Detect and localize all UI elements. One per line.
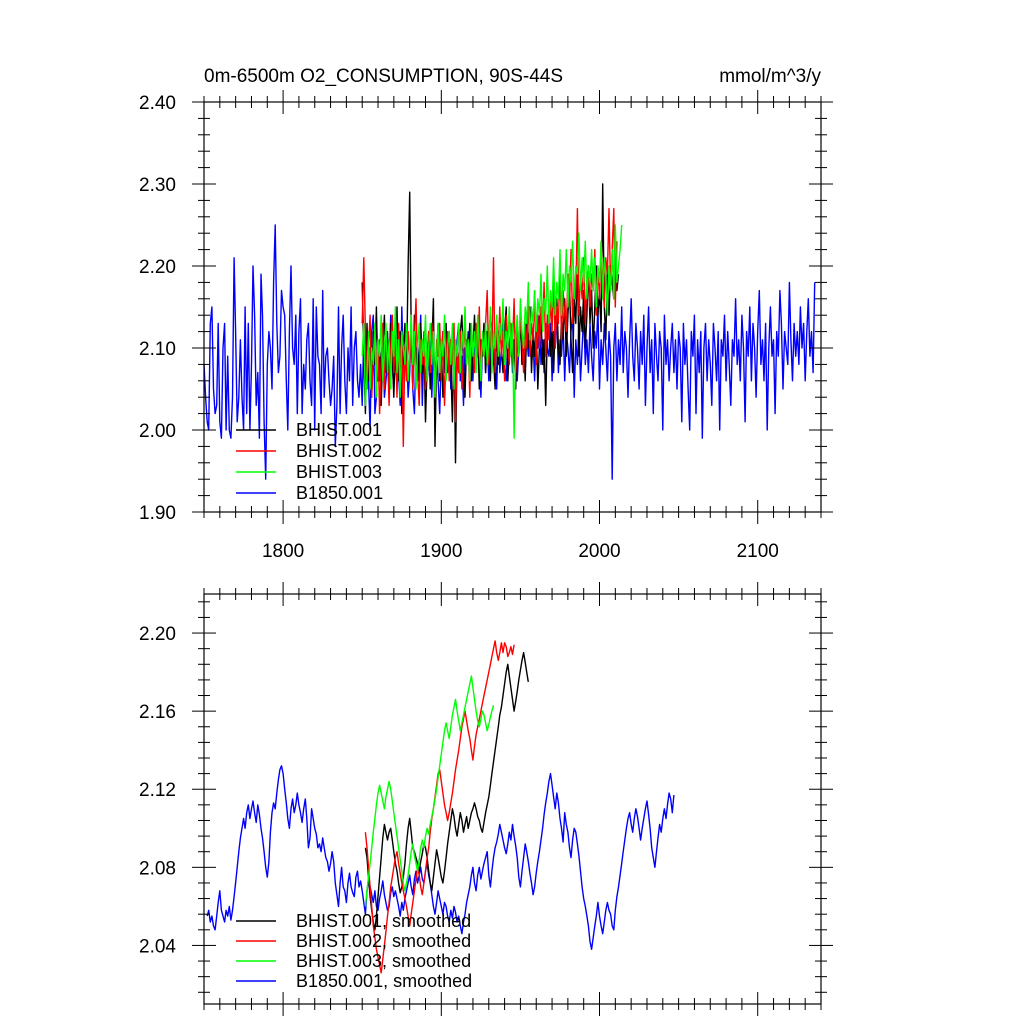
series-line-b1850-001-smoothed (206, 765, 675, 950)
y-tick-label: 2.04 (139, 936, 176, 957)
series-line-bhist-001-smoothed (364, 651, 529, 931)
y-tick-label: 2.00 (139, 421, 176, 442)
legend-label: BHIST.001, smoothed (296, 911, 471, 931)
y-tick-label: 2.20 (139, 257, 176, 278)
x-tick-label: 2100 (737, 541, 779, 562)
y-tick-label: 2.30 (139, 175, 176, 196)
top-plot-frame (203, 101, 822, 513)
y-tick-label: 2.40 (139, 93, 176, 114)
top-series-group (203, 183, 816, 480)
legend-label: BHIST.001 (296, 420, 382, 440)
legend-label: BHIST.003 (296, 462, 382, 482)
bottom-panel: 2.04 2.08 2.12 2.16 2.20 BHIST.001, smoothed… (139, 582, 833, 1016)
legend-label: BHIST.002, smoothed (296, 931, 471, 951)
x-tick-label: 2000 (578, 541, 620, 562)
legend-label: B1850.001 (296, 483, 383, 503)
series-line-bhist-003 (361, 224, 623, 439)
y-tick-label: 2.16 (139, 702, 176, 723)
y-tick-label: 2.10 (139, 339, 176, 360)
top-axis-ticks: 1800 1900 2000 2100 1.90 2.00 2.10 2.20 2.30 2.40 (139, 90, 833, 562)
bottom-axis-ticks: 2.04 2.08 2.12 2.16 2.20 (139, 582, 833, 1016)
bottom-series-group (206, 640, 675, 974)
top-title: 0m-6500m O2_CONSUMPTION, 90S-44S (204, 66, 563, 87)
x-tick-label: 1900 (420, 541, 462, 562)
x-tick-label: 1800 (262, 541, 304, 562)
y-tick-label: 2.20 (139, 624, 176, 645)
y-tick-label: 1.90 (139, 503, 176, 524)
series-line-bhist-003-smoothed (364, 675, 495, 907)
series-line-bhist-001 (361, 183, 620, 464)
y-tick-label: 2.08 (139, 858, 176, 879)
bottom-plot-frame (203, 593, 822, 1005)
legend-label: BHIST.002 (296, 441, 382, 461)
top-panel: 0m-6500m O2_CONSUMPTION, 90S-44S mmol/m^… (139, 66, 833, 562)
legend-label: B1850.001, smoothed (296, 971, 472, 991)
top-units-label: mmol/m^3/y (719, 66, 821, 87)
y-tick-label: 2.12 (139, 780, 176, 801)
legend-label: BHIST.003, smoothed (296, 951, 471, 971)
